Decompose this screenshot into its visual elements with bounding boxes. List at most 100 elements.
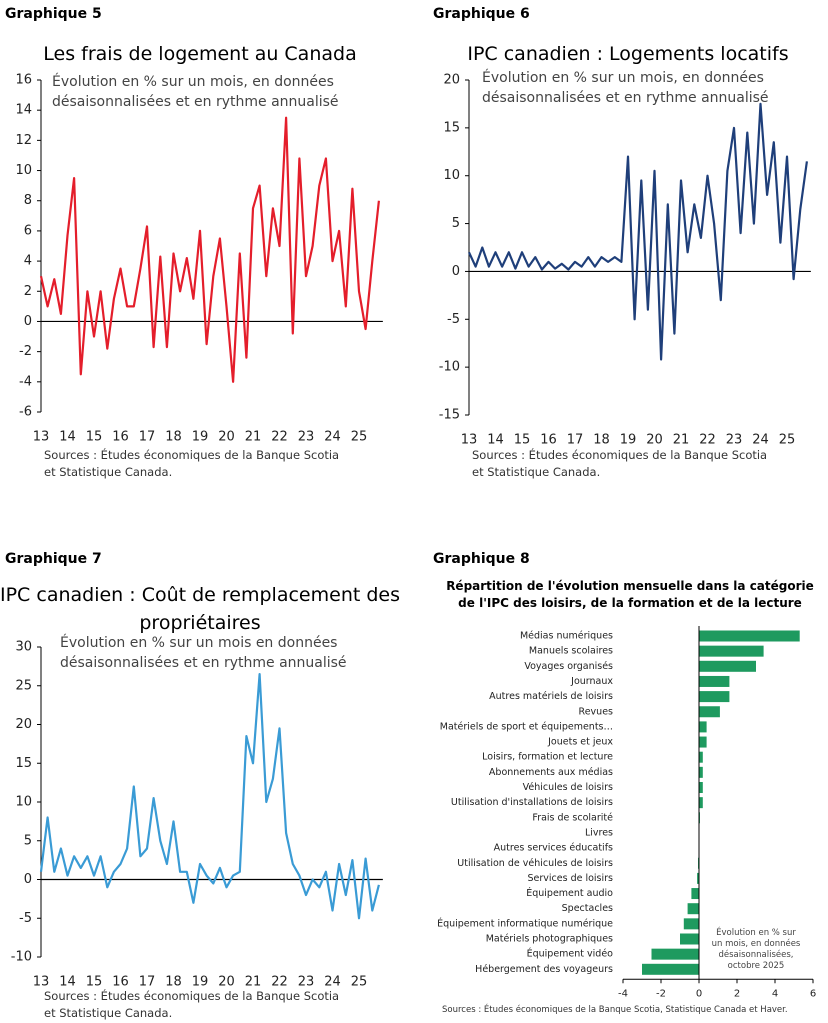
y-tick-label: 5	[24, 833, 32, 848]
y-tick-label: 0	[24, 314, 32, 329]
x-tick-label: 20	[218, 975, 235, 990]
chart-source: Sources : Études économiques de la Banqu…	[442, 1005, 788, 1015]
x-tick-label: 22	[271, 430, 288, 445]
category-label: Livres	[585, 827, 613, 838]
x-tick-label: 25	[351, 430, 368, 445]
category-label: Autres matériels de loisirs	[489, 691, 613, 702]
bar	[699, 675, 730, 687]
bar	[699, 645, 764, 657]
y-tick-label: -5	[447, 312, 460, 327]
y-tick-label: 4	[24, 254, 32, 269]
x-tick-label: 14	[59, 430, 76, 445]
chart-panel: Graphique 5 -6 -4 -2 0 2 4 6 8 10 12 14 16 13 14 15 16 17…	[0, 0, 400, 479]
annotation: Évolution en % sur un mois, en données d…	[711, 928, 801, 971]
x-tick-label: 18	[165, 430, 182, 445]
category-label: Utilisation de véhicules de loisirs	[457, 858, 613, 869]
x-tick-label: 23	[726, 433, 743, 448]
category-label: Équipement vidéo	[527, 948, 614, 960]
chart-heading: Graphique 5	[5, 6, 102, 22]
x-tick-label: 13	[33, 430, 50, 445]
x-tick-label: 17	[567, 433, 584, 448]
x-tick-label: 19	[192, 975, 209, 990]
category-label: Spectacles	[562, 903, 613, 914]
chart-subtitle: Évolution en % sur un mois en données dé…	[60, 635, 347, 671]
x-tick-label: 20	[218, 430, 235, 445]
y-tick-label: -15	[439, 408, 460, 423]
x-tick-label: 2	[734, 988, 740, 999]
bar	[699, 691, 730, 703]
chart-subtitle: Évolution en % sur un mois, en données d…	[482, 70, 769, 106]
chart-panel: Graphique 7 -10 -5 0 5 10 15 20 25 30 13 14 15 16 17 18…	[0, 545, 400, 1023]
x-tick-label: 21	[673, 433, 690, 448]
y-tick-label: 2	[24, 284, 32, 299]
bar	[680, 933, 699, 945]
x-tick-label: 20	[646, 433, 663, 448]
category-label: Voyages organisés	[524, 661, 613, 672]
x-tick-label: 24	[752, 433, 769, 448]
x-tick-label: 22	[271, 975, 288, 990]
category-label: Revues	[579, 706, 614, 717]
x-tick-label: -2	[656, 988, 666, 999]
y-tick-label: -4	[19, 374, 32, 389]
x-tick-label: 16	[540, 433, 557, 448]
category-label: Autres services éducatifs	[494, 843, 613, 854]
x-tick-label: 24	[324, 430, 341, 445]
y-tick-label: 20	[15, 717, 32, 732]
y-tick-label: 16	[15, 73, 32, 88]
x-tick-label: 14	[487, 433, 504, 448]
x-tick-label: -4	[618, 988, 628, 999]
x-tick-label: 21	[245, 430, 262, 445]
category-label: Médias numériques	[520, 631, 613, 642]
x-tick-label: 15	[86, 430, 103, 445]
chart-heading: Graphique 8	[433, 551, 530, 567]
category-label: Services de loisirs	[527, 873, 613, 884]
bar	[699, 736, 707, 748]
x-tick-label: 13	[33, 975, 50, 990]
chart-panel: Graphique 8 Médias numériques Manuels scol…	[428, 545, 828, 1023]
y-tick-label: 12	[15, 133, 32, 148]
category-label: Journaux	[570, 676, 613, 687]
bar	[651, 948, 699, 960]
x-tick-label: 21	[245, 975, 262, 990]
y-tick-label: 25	[15, 678, 32, 693]
y-tick-label: -10	[439, 360, 460, 375]
x-tick-label: 24	[324, 975, 341, 990]
y-tick-label: 15	[443, 120, 460, 135]
category-label: Loisirs, formation et lecture	[482, 752, 613, 763]
x-tick-label: 19	[192, 430, 209, 445]
category-label: Équipement audio	[526, 887, 613, 899]
bar	[642, 963, 699, 975]
x-tick-label: 0	[696, 988, 702, 999]
x-tick-label: 17	[139, 430, 156, 445]
category-label: Frais de scolarité	[532, 812, 613, 823]
plot: -10 -5 0 5 10 15 20 25 30 13 14 15 16 17 18 19 20 21 22 23 2…	[11, 640, 383, 990]
category-label: Utilisation d'installations de loisirs	[451, 797, 613, 808]
x-tick-label: 18	[593, 433, 610, 448]
chart-title: IPC canadien : Logements locatifs	[467, 43, 789, 65]
bar	[687, 903, 699, 915]
y-tick-label: 30	[15, 640, 32, 655]
bar	[697, 872, 699, 884]
y-tick-label: -6	[19, 405, 32, 420]
chart-heading: Graphique 7	[5, 551, 102, 567]
data-line	[39, 673, 380, 920]
y-tick-label: -2	[19, 344, 32, 359]
bar	[699, 782, 703, 793]
chart-source: Sources : Études économiques de la Banqu…	[44, 448, 340, 479]
y-tick-label: 10	[443, 168, 460, 183]
y-tick-label: 14	[15, 103, 32, 118]
category-label: Matériels photographiques	[486, 934, 613, 945]
x-tick-label: 4	[772, 988, 778, 999]
x-tick-label: 16	[112, 430, 129, 445]
y-tick-label: 5	[452, 216, 460, 231]
x-tick-label: 6	[810, 988, 816, 999]
x-tick-label: 13	[461, 433, 478, 448]
y-tick-label: 6	[24, 223, 32, 238]
x-tick-label: 23	[298, 430, 315, 445]
chart-source: Sources : Études économiques de la Banqu…	[44, 989, 340, 1020]
x-tick-label: 23	[298, 975, 315, 990]
x-tick-label: 15	[86, 975, 103, 990]
x-tick-label: 16	[112, 975, 129, 990]
